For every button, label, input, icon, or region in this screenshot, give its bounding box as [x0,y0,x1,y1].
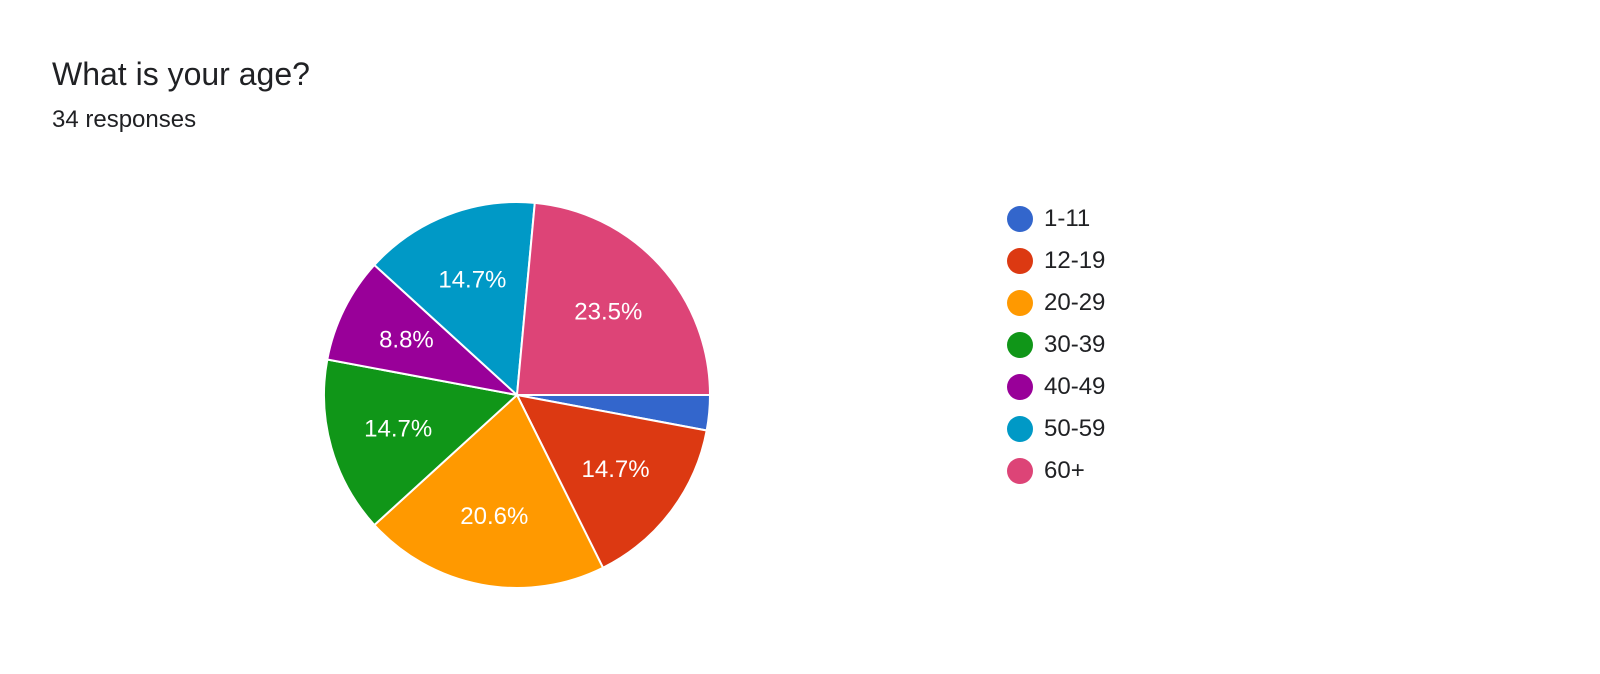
pie-slice-20-29[interactable] [373,394,605,589]
pie-chart: 14.7% 20.6% 14.7% 8.8% 14.7% 23.5% [323,201,711,589]
legend-swatch-icon [1007,416,1033,442]
legend-item-50-59[interactable]: 50-59 [1007,408,1106,450]
slice-label-12-19: 14.7% [582,456,650,483]
legend-swatch-icon [1007,458,1033,484]
legend-swatch-icon [1007,248,1033,274]
legend-label: 60+ [1044,457,1085,484]
slice-label-30-39: 14.7% [364,415,432,442]
legend-label: 40-49 [1044,373,1106,400]
pie-slice-60+[interactable] [516,201,711,396]
legend-label: 20-29 [1044,289,1106,316]
pie-slice-50-59[interactable] [373,201,536,396]
legend-swatch-icon [1007,332,1033,358]
legend-label: 12-19 [1044,247,1106,274]
legend-item-1-11[interactable]: 1-11 [1007,198,1105,240]
pie-slice-40-49[interactable] [326,263,518,396]
slice-label-40-49: 8.8% [379,326,434,353]
legend-item-30-39[interactable]: 30-39 [1007,324,1106,366]
chart-legend: 1-11 12-19 20-29 30-39 40-49 50-59 60+ [1007,198,1106,492]
pie-slice-12-19[interactable] [516,394,708,569]
legend-swatch-icon [1007,206,1033,232]
slice-label-60+: 23.5% [574,298,642,325]
legend-label: 50-59 [1044,415,1106,442]
legend-item-12-19[interactable]: 12-19 [1007,240,1106,282]
slice-label-50-59: 14.7% [438,266,506,293]
question-title: What is your age? [52,56,310,92]
legend-item-20-29[interactable]: 20-29 [1007,282,1106,324]
legend-swatch-icon [1007,290,1033,316]
legend-label: 30-39 [1044,331,1106,358]
pie-slice-30-39[interactable] [323,358,518,527]
legend-label: 1-11 [1044,205,1091,232]
legend-swatch-icon [1007,374,1033,400]
legend-item-60+[interactable]: 60+ [1007,450,1105,492]
slice-label-20-29: 20.6% [460,503,528,530]
pie-labels: 14.7% 20.6% 14.7% 8.8% 14.7% 23.5% [364,266,649,530]
legend-item-40-49[interactable]: 40-49 [1007,366,1106,408]
response-count: 34 responses [52,106,197,133]
pie-slices [323,201,711,589]
